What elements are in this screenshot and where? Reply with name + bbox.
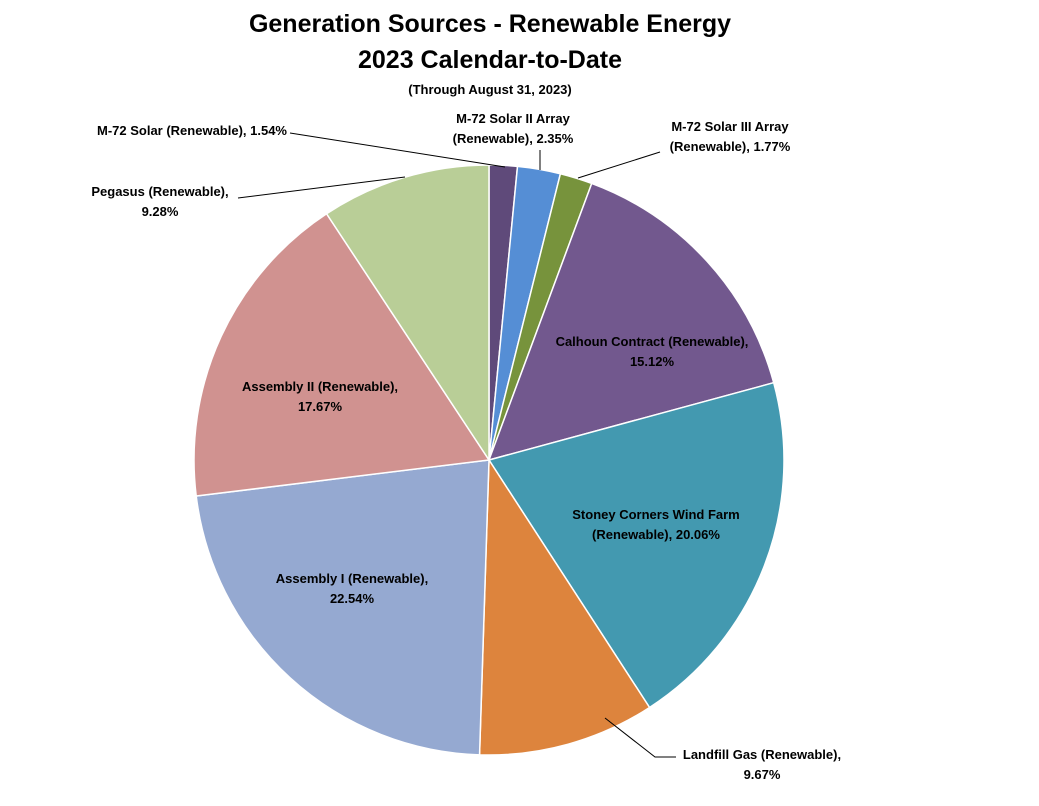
data-label-5: Landfill Gas (Renewable), 9.67% (683, 747, 841, 782)
data-label-2: M-72 Solar III Array (Renewable), 1.77% (670, 119, 791, 154)
chart-note: (Through August 31, 2023) (408, 82, 572, 97)
pie-slice-4 (487, 381, 785, 709)
leader-line-0 (289, 132, 506, 168)
data-label-7: Assembly II (Renewable), 17.67% (242, 379, 398, 414)
pie-slice-5 (478, 457, 651, 756)
data-label-1: M-72 Solar II Array (Renewable), 2.35% (453, 111, 574, 146)
data-label-8: Pegasus (Renewable), 9.28% (91, 184, 228, 219)
data-label-3: Calhoun Contract (Renewable), 15.12% (556, 334, 749, 369)
pie-slice-3 (487, 182, 775, 462)
pie-slice-7 (193, 212, 491, 497)
chart-subtitle: 2023 Calendar-to-Date (358, 46, 622, 74)
data-label-0: M-72 Solar (Renewable), 1.54% (97, 123, 287, 138)
data-label-4: Stoney Corners Wind Farm (Renewable), 20.… (572, 507, 739, 542)
data-label-6: Assembly I (Renewable), 22.54% (276, 571, 428, 606)
leader-line-5 (604, 717, 676, 758)
chart-title: Generation Sources - Renewable Energy (248, 10, 732, 38)
leader-line-2 (577, 151, 661, 179)
pie-slice-6 (195, 459, 490, 756)
leader-line-8 (237, 176, 406, 199)
